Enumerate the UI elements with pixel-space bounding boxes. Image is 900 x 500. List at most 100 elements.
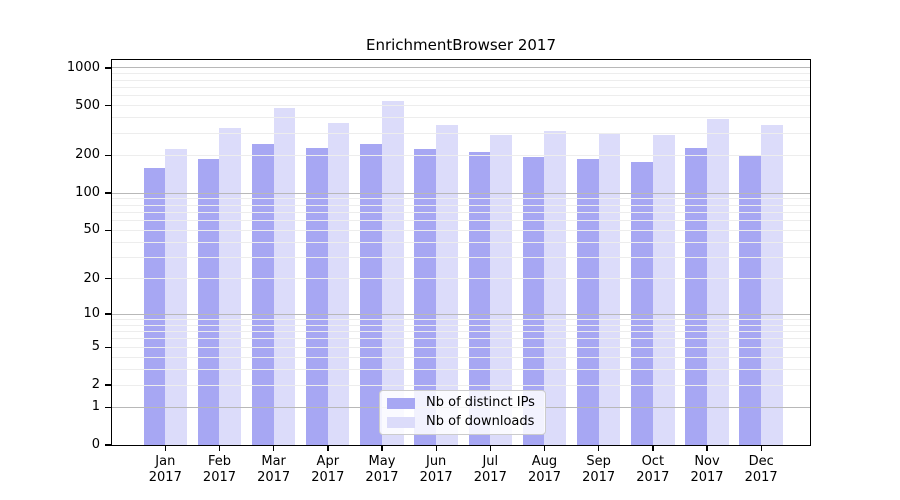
legend-label-downloads: Nb of downloads — [426, 414, 535, 429]
x-tick-mark-jul — [489, 445, 492, 451]
y-tick-mark-10 — [105, 313, 112, 315]
x-axis-tick-label-may: May 2017 — [365, 454, 399, 485]
gridline-600 — [112, 95, 810, 97]
x-tick-mark-feb — [218, 445, 221, 451]
legend-item-downloads: Nb of downloads — [387, 414, 537, 430]
gridline-7 — [112, 330, 810, 332]
gridline-200 — [112, 154, 810, 156]
legend-label-distinct-ips: Nb of distinct IPs — [426, 395, 535, 410]
y-tick-mark-500 — [105, 105, 112, 107]
gridline-300 — [112, 132, 810, 134]
x-tick-mark-dec — [760, 445, 762, 451]
gridline-2 — [112, 384, 810, 386]
y-axis-tick-label-500: 500 — [75, 97, 100, 113]
bar-ips-jun — [414, 149, 437, 445]
y-axis-tick-label-10: 10 — [83, 306, 100, 322]
y-axis-tick-label-100: 100 — [75, 185, 100, 201]
x-tick-mark-jun — [435, 445, 437, 451]
gridline-50 — [112, 229, 810, 231]
bar-ips-sep — [576, 158, 599, 445]
bar-downloads-oct — [652, 135, 675, 445]
gridline-9 — [112, 318, 810, 320]
x-tick-mark-mar — [273, 445, 275, 451]
y-tick-mark-20 — [105, 278, 112, 280]
y-axis-tick-label-5: 5 — [91, 339, 100, 355]
bar-downloads-may — [381, 101, 404, 445]
x-axis-tick-label-feb: Feb 2017 — [202, 454, 237, 485]
y-axis-tick-label-0: 0 — [91, 437, 100, 452]
bar-downloads-sep — [598, 133, 621, 445]
legend-swatch-downloads — [387, 416, 415, 428]
gridline-20 — [112, 278, 810, 280]
bar-ips-jul — [468, 152, 491, 445]
bar-downloads-nov — [707, 119, 729, 445]
x-tick-mark-sep — [598, 445, 600, 451]
x-axis-tick-label-apr: Apr 2017 — [311, 454, 345, 485]
y-tick-mark-50 — [105, 229, 112, 232]
gridline-30 — [112, 257, 810, 259]
x-axis-tick-label-oct: Oct 2017 — [636, 454, 670, 485]
bar-ips-oct — [631, 161, 653, 445]
x-tick-mark-oct — [652, 445, 654, 451]
y-axis-tick-label-1: 1 — [91, 399, 100, 415]
y-axis-tick-label-50: 50 — [83, 222, 100, 238]
gridline-1000 — [112, 67, 810, 69]
bar-ips-aug — [522, 157, 545, 445]
bar-ips-feb — [197, 159, 220, 445]
x-tick-mark-nov — [706, 445, 708, 451]
legend: Nb of distinct IPs Nb of downloads — [379, 390, 546, 435]
x-axis-tick-label-sep: Sep 2017 — [582, 454, 616, 485]
gridline-500 — [112, 105, 810, 107]
plot-area — [111, 59, 811, 446]
y-axis-tick-label-200: 200 — [75, 147, 100, 163]
y-tick-mark-1 — [105, 406, 112, 408]
bar-ips-nov — [685, 147, 707, 445]
grid-layer — [112, 60, 810, 445]
gridline-400 — [112, 117, 810, 119]
x-tick-mark-may — [381, 445, 383, 451]
gridline-100 — [112, 192, 810, 194]
gridline-900 — [112, 73, 810, 75]
bar-downloads-dec — [761, 125, 783, 445]
gridline-4 — [112, 356, 810, 358]
bar-ips-dec — [739, 155, 762, 445]
gridline-6 — [112, 338, 810, 340]
y-tick-mark-5 — [105, 346, 112, 348]
y-axis-tick-label-20: 20 — [83, 270, 100, 286]
legend-item-distinct-ips: Nb of distinct IPs — [387, 395, 537, 411]
y-axis-tick-label-1000: 1000 — [66, 59, 100, 75]
x-tick-mark-jan — [164, 445, 166, 451]
gridline-800 — [112, 79, 810, 81]
x-tick-mark-apr — [327, 445, 329, 451]
legend-swatch-distinct-ips — [387, 397, 415, 409]
y-tick-mark-200 — [105, 154, 112, 157]
bar-downloads-apr — [327, 123, 350, 445]
x-axis-tick-label-dec: Dec 2017 — [744, 454, 778, 485]
gridline-8 — [112, 324, 810, 326]
x-axis-tick-label-nov: Nov 2017 — [690, 454, 724, 485]
bar-downloads-aug — [544, 131, 567, 445]
y-tick-mark-100 — [105, 192, 112, 194]
y-tick-mark-1000 — [105, 67, 112, 69]
gridline-70 — [112, 211, 810, 213]
bar-downloads-feb — [219, 127, 242, 445]
gridline-40 — [112, 241, 810, 243]
y-axis-tick-label-2: 2 — [91, 377, 100, 393]
bar-ips-apr — [306, 147, 328, 445]
x-axis-tick-label-jan: Jan 2017 — [148, 454, 182, 485]
x-axis-tick-label-aug: Aug 2017 — [527, 454, 562, 485]
gridline-10 — [112, 313, 810, 315]
bar-ips-mar — [251, 144, 274, 445]
gridline-700 — [112, 86, 810, 88]
bar-ips-jan — [143, 167, 166, 445]
x-axis-tick-label-jun: Jun 2017 — [419, 454, 453, 485]
y-tick-mark-2 — [105, 384, 112, 386]
chart-title: EnrichmentBrowser 2017 — [365, 36, 557, 54]
x-axis-tick-label-jul: Jul 2017 — [473, 454, 507, 485]
gridline-3 — [112, 368, 810, 370]
x-tick-mark-aug — [543, 445, 546, 451]
y-tick-mark-0 — [105, 444, 112, 446]
gridline-90 — [112, 198, 810, 200]
x-axis-tick-label-mar: Mar 2017 — [257, 454, 291, 485]
